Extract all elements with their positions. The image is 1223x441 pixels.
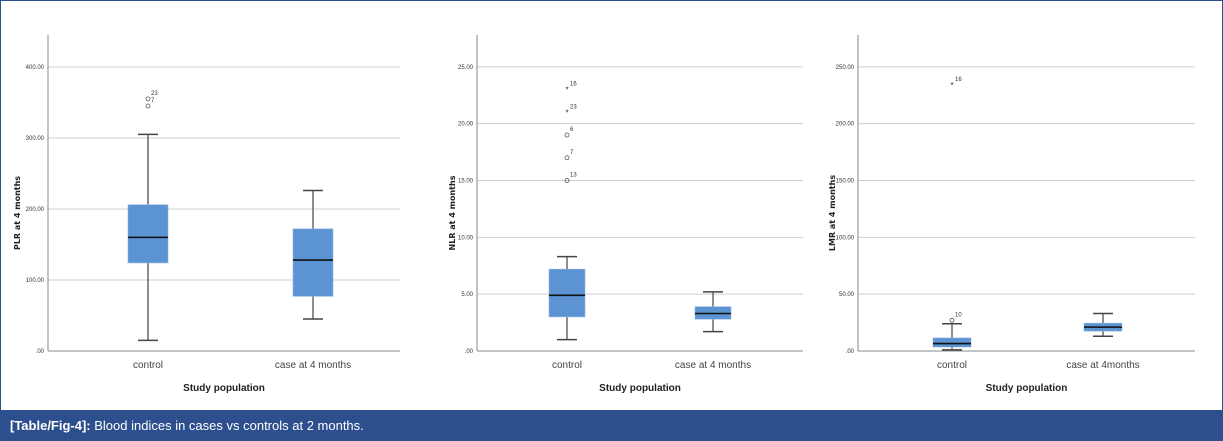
outlier-extreme: *	[565, 108, 568, 117]
x-tick-label: control	[133, 360, 163, 371]
y-axis-title: PLR at 4 months	[13, 176, 22, 250]
outlier-point	[564, 155, 570, 161]
iqr-box	[548, 268, 586, 318]
y-tick-label: .00	[846, 349, 855, 355]
outlier-label: 16	[955, 77, 962, 83]
outlier-label: 10	[955, 312, 962, 318]
y-tick-label: 100.00	[836, 235, 855, 241]
outlier-label: 23	[570, 104, 577, 110]
box-case-at-4-months	[292, 189, 334, 320]
y-tick-label: 25.00	[458, 65, 474, 71]
box-control: 10 *16	[932, 77, 972, 351]
outlier-extreme: *	[565, 86, 568, 95]
outlier-label: 16	[570, 82, 577, 88]
box-case-at-4months	[1083, 312, 1123, 337]
outlier-point	[145, 96, 151, 102]
outlier-label: 7	[151, 98, 155, 104]
figure-caption: [Table/Fig-4]: Blood indices in cases vs…	[0, 410, 1223, 441]
boxplot-charts: .00 100.00 200.00 300.00 400.00 control case a…	[13, 35, 1195, 394]
x-tick-label: case at 4 months	[675, 360, 751, 371]
y-tick-label: 15.00	[458, 178, 474, 184]
y-tick-label: 10.00	[458, 235, 474, 241]
caption-label: [Table/Fig-4]:	[10, 418, 91, 433]
iqr-box	[127, 204, 169, 264]
outlier-label: 6	[570, 127, 574, 133]
x-tick-label: case at 4 months	[275, 360, 351, 371]
iqr-box	[932, 337, 972, 348]
y-tick-label: 400.00	[26, 65, 45, 71]
y-axis-title: NLR at 4 months	[448, 175, 457, 250]
outlier-label: 23	[151, 91, 158, 97]
y-axis-title: LMR at 4 months	[828, 175, 837, 251]
y-tick-label: 200.00	[836, 122, 855, 128]
x-tick-label: case at 4months	[1066, 360, 1139, 371]
y-tick-label: .00	[465, 349, 474, 355]
boxplot-panel-2: .00 5.00 10.00 15.00 20.00 25.00 control case a…	[448, 35, 803, 394]
x-axis-title: Study population	[599, 383, 681, 394]
outlier-label: 7	[570, 150, 574, 156]
y-tick-label: 150.00	[836, 178, 855, 184]
boxplot-panel-1: .00 100.00 200.00 300.00 400.00 control case a…	[13, 35, 400, 394]
outlier-point	[145, 103, 151, 109]
y-tick-label: 250.00	[836, 65, 855, 71]
x-tick-label: control	[937, 360, 967, 371]
box-control: 723	[127, 91, 169, 342]
y-tick-label: 20.00	[458, 122, 474, 128]
outlier-point	[949, 317, 955, 323]
x-tick-label: control	[552, 360, 582, 371]
caption-text: Blood indices in cases vs controls at 2 …	[90, 418, 364, 433]
y-tick-label: .00	[36, 349, 45, 355]
y-tick-label: 5.00	[461, 292, 473, 298]
y-tick-label: 50.00	[839, 292, 855, 298]
box-case-at-4-months	[694, 291, 732, 333]
outlier-point	[564, 178, 570, 183]
x-axis-title: Study population	[986, 383, 1068, 394]
iqr-box	[292, 228, 334, 297]
boxplot-panel-3: .00 50.00 100.00 150.00 200.00 250.00 control c…	[828, 35, 1195, 394]
x-axis-title: Study population	[183, 383, 265, 394]
outlier-label: 13	[570, 172, 577, 178]
y-tick-label: 200.00	[26, 207, 45, 213]
y-tick-label: 100.00	[26, 278, 45, 284]
outlier-extreme: *	[950, 81, 953, 90]
y-tick-label: 300.00	[26, 136, 45, 142]
outlier-point	[564, 132, 570, 138]
